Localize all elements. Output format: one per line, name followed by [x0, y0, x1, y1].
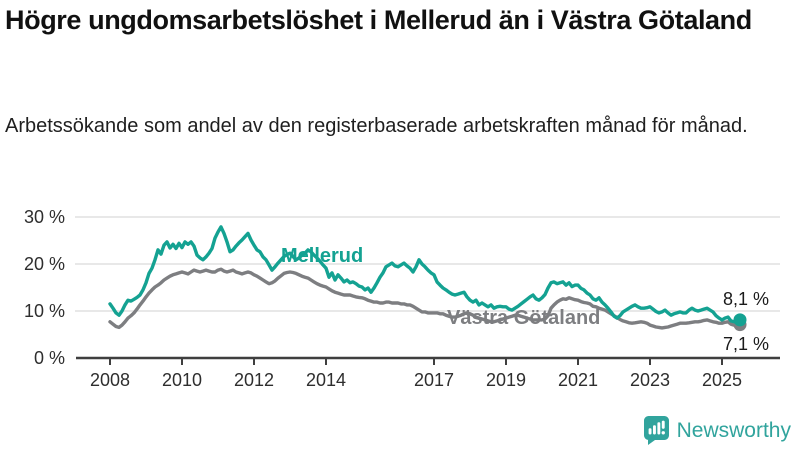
x-tick-label: 2010 [162, 370, 202, 390]
x-tick-label: 2017 [414, 370, 454, 390]
x-tick-label: 2021 [558, 370, 598, 390]
end-value-mellerud: 8,1 % [723, 289, 769, 309]
y-axis-labels: 30 % 20 % 10 % 0 % [24, 207, 65, 368]
y-tick-label: 20 % [24, 254, 65, 274]
brand-name: Newsworthy [676, 418, 791, 442]
chart-subtitle: Arbetssökande som andel av den registerb… [5, 115, 748, 137]
x-tick-label: 2019 [486, 370, 526, 390]
x-tick-label: 2014 [306, 370, 346, 390]
x-tick-label: 2025 [702, 370, 742, 390]
gridlines [75, 216, 780, 312]
series-lines [108, 225, 747, 332]
y-tick-label: 30 % [24, 207, 65, 227]
series-label-mellerud: Mellerud [281, 245, 363, 267]
mellerud-line [108, 225, 742, 324]
x-tick-label: 2008 [90, 370, 130, 390]
x-tick-label: 2012 [234, 370, 274, 390]
y-tick-label: 10 % [24, 301, 65, 321]
newsworthy-icon [643, 416, 669, 445]
x-axis: 2008 2010 2012 2014 2017 2019 2021 2023 2025 [76, 356, 780, 390]
chart-title: Högre ungdomsarbetslöshet i Mellerud än … [5, 5, 752, 35]
newsworthy-logo[interactable]: Newsworthy [643, 416, 791, 445]
v-stra-g-taland-line [108, 267, 742, 330]
mellerud-end-dot [733, 313, 747, 327]
end-value-vastra-gotaland: 7,1 % [723, 334, 769, 354]
series-label-vastra-gotaland: Västra Götaland [447, 307, 600, 329]
y-tick-label: 0 % [34, 348, 65, 368]
x-tick-label: 2023 [630, 370, 670, 390]
